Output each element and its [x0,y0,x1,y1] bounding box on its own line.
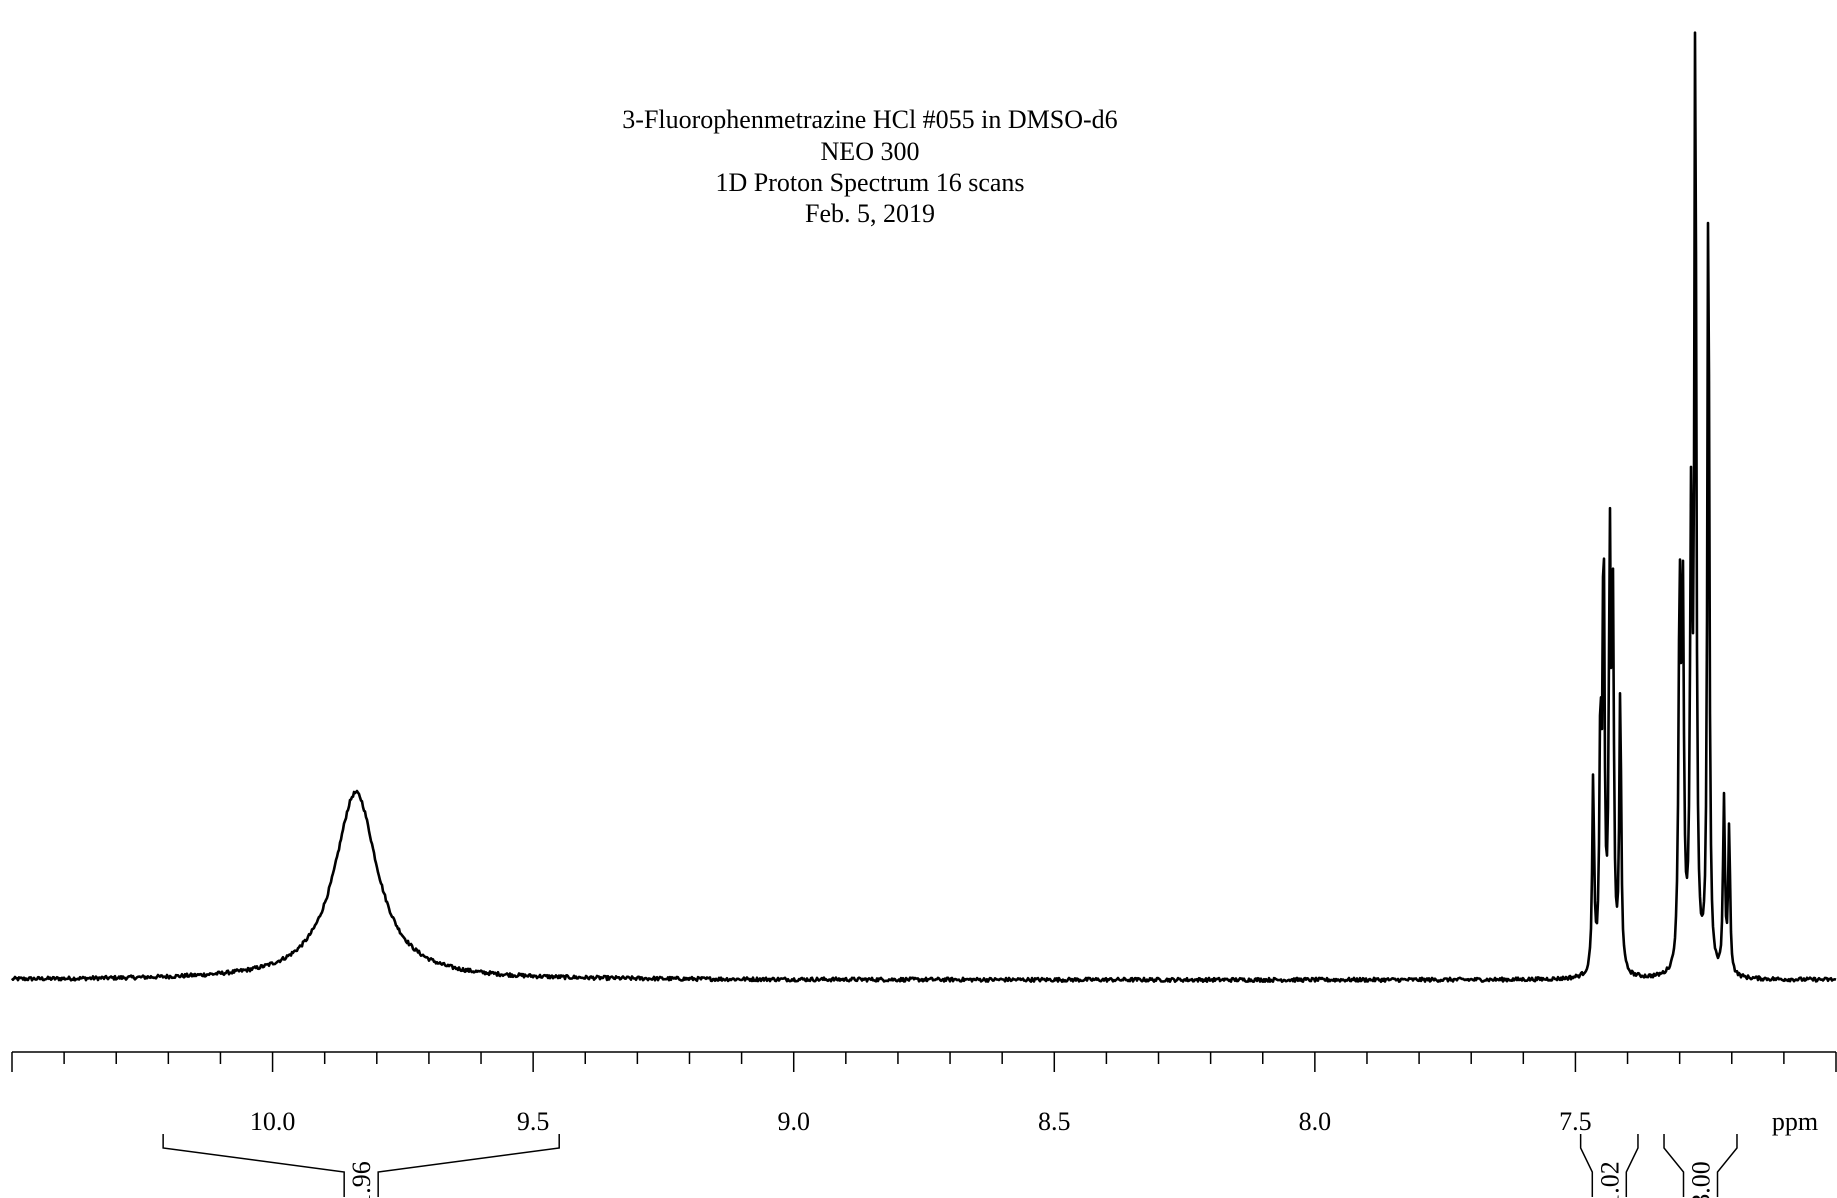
title-line-3: 1D Proton Spectrum 16 scans [715,168,1024,197]
tick-label: 7.5 [1559,1107,1592,1136]
integral-value: 3.00 [1687,1161,1716,1198]
major-ticks: 10.0 9.5 9.0 8.5 8.0 7.5 [250,1052,1592,1136]
spectrum-trace [10,31,1837,984]
tick-label: 10.0 [250,1107,296,1136]
integral-value: 1.96 [347,1161,376,1198]
integral-region: 3.00 [1663,1134,1738,1198]
chart-title: 3-Fluorophenmetrazine HCl #055 in DMSO-d… [622,105,1117,228]
integral-bracket [162,1134,560,1197]
title-line-1: 3-Fluorophenmetrazine HCl #055 in DMSO-d… [622,105,1117,134]
minor-ticks [11,1052,1837,1072]
x-axis-unit-label: ppm [1772,1107,1818,1136]
title-line-4: Feb. 5, 2019 [805,199,935,228]
tick-label: 9.5 [517,1107,550,1136]
integrals: 1.96 1.02 3.00 [162,1134,1738,1198]
integral-value: 1.02 [1595,1161,1624,1198]
tick-label: 9.0 [777,1107,810,1136]
integral-region: 1.96 [162,1134,560,1198]
integral-bracket [1579,1134,1639,1197]
integral-region: 1.02 [1579,1134,1639,1198]
x-axis: 10.0 9.5 9.0 8.5 8.0 7.5 ppm [11,1051,1837,1136]
tick-label: 8.5 [1038,1107,1071,1136]
tick-label: 8.0 [1299,1107,1332,1136]
title-line-2: NEO 300 [821,137,920,166]
integral-bracket [1663,1134,1738,1197]
